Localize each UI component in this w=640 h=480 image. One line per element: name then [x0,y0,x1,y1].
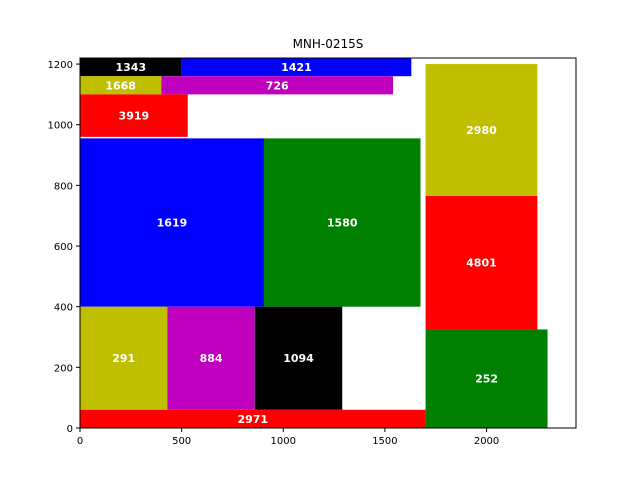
treemap-rect-label: 1094 [283,352,314,365]
treemap-rect-252 [425,329,548,428]
treemap-rect-label: 1580 [327,217,358,230]
treemap-rect-1094 [254,306,343,410]
x-tick-label: 2000 [474,436,499,447]
y-tick-label: 400 [54,303,73,314]
treemap-rect-1580 [263,138,421,307]
treemap-rect-label: 2980 [466,124,497,137]
treemap-rect-label: 252 [475,373,498,386]
treemap-rect-label: 1619 [157,217,188,230]
plot-frame [79,57,577,429]
y-tick-label: 1000 [48,121,73,132]
treemap-rect-label: 4801 [466,257,497,270]
y-tick-label: 1200 [48,60,73,71]
y-tick-label: 600 [54,242,73,253]
y-axis: 0 200 400 600 800 1000 1200 [48,60,80,435]
treemap-rect-2971 [80,409,426,428]
treemap-rect-label: 2971 [237,413,268,426]
treemap-rect-291 [80,306,168,410]
treemap-rect-1668 [80,76,162,95]
x-tick-label: 0 [77,436,83,447]
treemap-rect-726 [161,76,394,95]
treemap-rect-4801 [425,195,538,330]
y-tick-label: 0 [67,424,73,435]
treemap-rect-1421 [181,58,412,77]
treemap-rect-label: 884 [200,352,223,365]
treemap-rect-label: 291 [112,352,135,365]
x-tick-label: 1000 [271,436,296,447]
treemap-rect-884 [167,306,255,410]
treemap-rect-label: 3919 [119,110,150,123]
treemap-rect-label: 726 [266,79,289,92]
treemap-rect-1343 [80,58,182,77]
plot-area: 1343 1421 1668 726 3919 1619 1580 291 884 1094 297… [80,58,548,428]
y-tick-label: 200 [54,363,73,374]
x-tick-label: 1500 [372,436,397,447]
x-tick-label: 500 [172,436,191,447]
y-tick-label: 800 [54,181,73,192]
treemap-rect-3919 [80,94,188,137]
treemap-rect-1619 [80,138,264,307]
treemap-rect-label: 1421 [281,61,312,74]
treemap-rect-2980 [425,64,538,196]
treemap-rect-label: 1668 [105,79,136,92]
treemap-rect-label: 1343 [116,61,147,74]
chart-title: MNH-0215S [293,37,364,51]
x-axis: 0 500 1000 1500 2000 [77,428,499,447]
